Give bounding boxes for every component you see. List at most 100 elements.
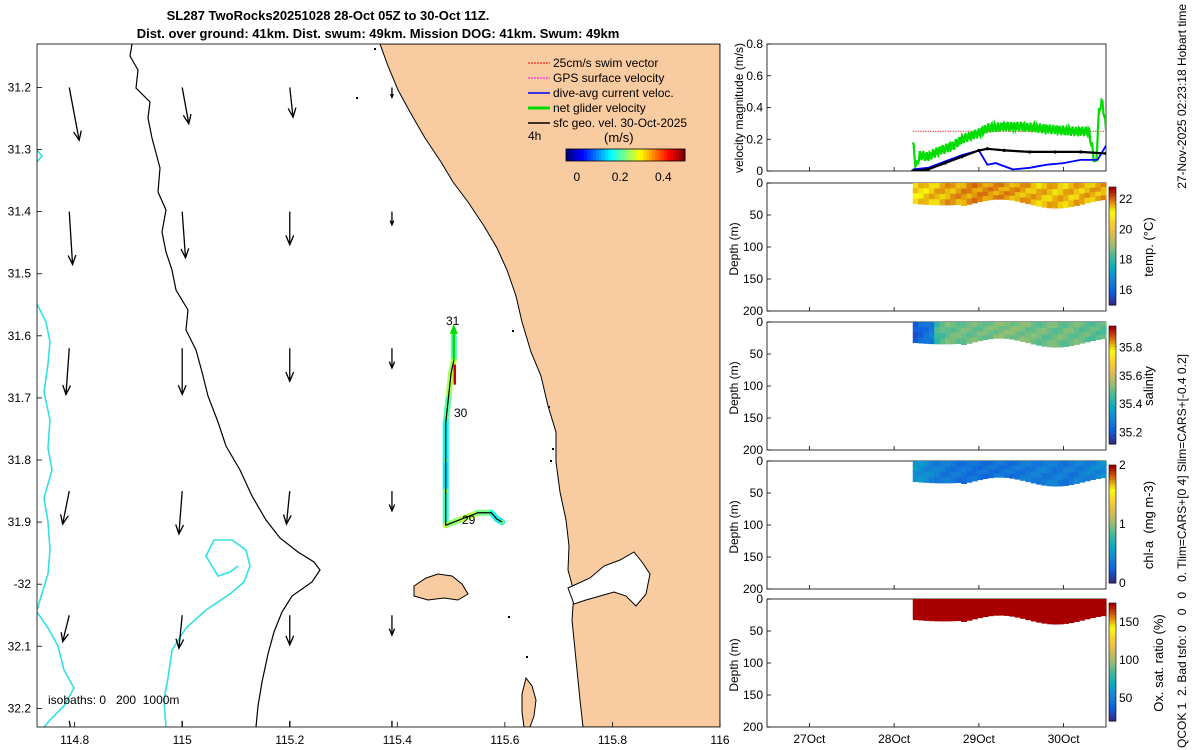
section-colorbar-cell [1109,515,1116,519]
section-colorbar-tick: 18 [1119,253,1133,267]
section-cell [961,604,968,611]
section-ytick-label: 200 [743,582,763,596]
section-cell [993,330,1000,335]
section-cell [944,466,951,473]
section-cell [1057,605,1064,613]
section-colorbar-cell [1109,526,1116,531]
section-cell [982,322,989,327]
section-colorbar-cell [1109,638,1116,642]
vel-ytick-label: 0.8 [746,37,763,51]
section-cell [1052,340,1059,348]
velocity-arrow [175,491,185,536]
section-cell [987,183,994,188]
section-colorbar-cell [1109,620,1116,625]
section-cell [1004,322,1010,327]
section-cell [955,199,962,205]
section-cell [928,327,935,334]
section-colorbar-cell [1109,709,1116,713]
map-ytick-label: 31.6 [8,329,32,343]
section-cell [955,188,962,195]
section-cell [939,322,946,329]
section-cell [1095,474,1102,479]
section-cell [1020,608,1027,615]
section-cell [928,461,935,467]
section-cell [1030,327,1037,334]
section-colorbar-cell [1109,328,1116,333]
date-axis: 27Oct 28Oct 29Oct 30Oct [793,167,1080,746]
section-cell [918,599,925,605]
section-cell [977,326,984,332]
velocity-axes: 0 0.2 0.4 0.6 0.8 [746,37,771,178]
section-colorbar-cell [1109,441,1116,445]
section-cell [1030,477,1037,484]
side-qc-text: QCOK 1 2. Bad tsfo: 0 0 0 0. Tlim=CARS+[… [1175,354,1189,748]
map-colorbar-cell [628,149,632,161]
section-cell [918,327,925,334]
section-cell [934,615,941,622]
section-colorbar-cell [1109,405,1116,410]
map-colorbar-cell [652,149,656,161]
section-ytick-label: 0 [756,592,763,606]
section-colorbar-cell [1109,243,1116,247]
section-colorbar-cell [1109,476,1116,481]
section-cell [1057,189,1064,197]
section-cell [993,334,1000,339]
map-ytick-label: 31.2 [8,80,32,94]
map-colorbar-cell [568,149,573,161]
section-cell [912,322,919,328]
section-cell [944,188,951,195]
velocity-arrow [391,720,393,727]
section-cell [939,193,946,200]
section-cell [1004,195,1010,200]
section-colorbar-cell [1109,296,1116,300]
section-cell [950,183,957,190]
section-cell [1089,465,1096,471]
section-colorbar-cell [1109,532,1116,537]
map-ytick-label: 31.5 [8,267,32,281]
section-cell [977,192,984,198]
map-colorbar-cell [616,149,621,161]
section-cell [912,461,919,467]
section-cell [1089,603,1096,609]
section-ytick-label: 200 [743,720,763,734]
section-cell [1079,466,1086,473]
map-plot-area: 31 30 29 isobaths: 0 200 1000m [37,44,720,727]
section-colorbar-cell [1109,635,1116,639]
section-cell [923,609,930,616]
section-cell [955,183,962,189]
section-cell [1068,322,1075,329]
section-cell [1041,334,1048,341]
section-ytick-label: 50 [750,486,764,500]
section-cell [1009,603,1016,609]
section-colorbar-cell [1109,361,1116,365]
section-cell [1079,599,1086,605]
section-cell [998,191,1005,196]
map-xtick-label: 115.4 [383,733,412,747]
section-cell [1046,189,1053,196]
velocity-arrow [60,490,70,526]
section-ytick-label: 100 [743,656,763,670]
section-cell [1046,201,1053,209]
section-cell [1036,616,1043,623]
sal-ylabel: Depth (m) [727,361,741,414]
section-cell [1079,604,1086,611]
section-cell [928,322,935,328]
map-colorbar-cell [640,149,644,161]
section-cell [912,332,919,338]
section-ytick-label: 100 [743,518,763,532]
section-cell [1014,196,1021,202]
section-cell [1014,326,1021,332]
section-colorbar-tick: 35.8 [1119,340,1143,354]
chla-section: Depth (m) chl-a (mg m-3) 0 50 100 150 200 0 1 2 [727,454,1156,596]
section-cell [1084,475,1091,482]
section-cell [971,465,978,472]
track-line [445,335,503,527]
map-colorbar-cell [661,149,665,161]
section-cell [982,187,989,193]
section-cell [1095,607,1102,613]
map-colorbar-cell [631,149,635,161]
section-colorbar-cell [1109,629,1116,633]
section-colorbar-cell [1109,497,1116,501]
section-colorbar-frame [1108,602,1117,722]
section-colorbar-cell [1109,521,1116,525]
